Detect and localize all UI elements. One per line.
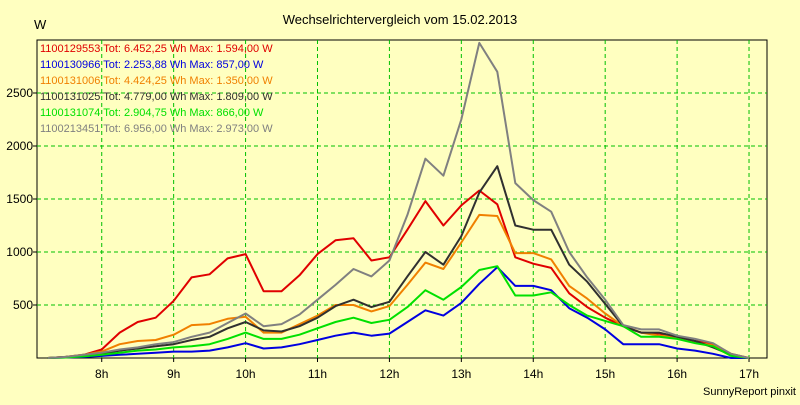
x-tick-label: 10h bbox=[236, 367, 256, 381]
y-tick-label: 2500 bbox=[6, 86, 33, 100]
x-tick-label: 15h bbox=[595, 367, 615, 381]
chart-title: Wechselrichtervergleich vom 15.02.2013 bbox=[283, 12, 518, 27]
legend-entry-1100131025: 1100131025 Tot: 4.779,00 Wh Max: 1.809,0… bbox=[40, 91, 273, 103]
x-tick-label: 17h bbox=[739, 367, 759, 381]
legend: 1100129553 Tot: 6.452,25 Wh Max: 1.594,0… bbox=[40, 43, 273, 135]
legend-entry-1100131006: 1100131006 Tot: 4.424,25 Wh Max: 1.350,0… bbox=[40, 75, 273, 87]
x-tick-label: 12h bbox=[379, 367, 399, 381]
series-line-1100131025 bbox=[47, 165, 750, 359]
grid bbox=[37, 40, 767, 358]
x-tick-label: 11h bbox=[308, 367, 327, 381]
footer-credit: SunnyReport pinxit bbox=[703, 386, 796, 398]
legend-entry-1100213451: 1100213451 Tot: 6.956,00 Wh Max: 2.973,0… bbox=[40, 123, 273, 135]
x-tick-label: 16h bbox=[667, 367, 687, 381]
legend-entry-1100129553: 1100129553 Tot: 6.452,25 Wh Max: 1.594,0… bbox=[40, 43, 273, 55]
y-tick-label: 1500 bbox=[6, 192, 33, 206]
legend-entry-1100131074: 1100131074 Tot: 2.904,75 Wh Max: 866,00 … bbox=[40, 107, 264, 119]
x-tick-label: 9h bbox=[167, 367, 180, 381]
x-tick-label: 14h bbox=[523, 367, 543, 381]
x-axis: 8h 9h 10h 11h 12h 13h 14h 15h 16h 17h bbox=[95, 358, 759, 381]
series-line-1100130966 bbox=[47, 266, 749, 359]
series-line-1100213451 bbox=[47, 41, 750, 359]
y-tick-label: 500 bbox=[13, 298, 33, 312]
y-tick-label: 2000 bbox=[6, 139, 33, 153]
series-line-1100131074 bbox=[47, 265, 750, 359]
y-axis-unit: W bbox=[34, 17, 47, 32]
legend-entry-1100130966: 1100130966 Tot: 2.253,88 Wh Max: 857,00 … bbox=[40, 59, 264, 71]
series-lines bbox=[47, 41, 750, 359]
y-tick-label: 1000 bbox=[6, 245, 33, 259]
x-tick-label: 8h bbox=[95, 367, 108, 381]
x-tick-label: 13h bbox=[451, 367, 471, 381]
y-axis: 500 1000 1500 2000 2500 bbox=[6, 86, 37, 312]
